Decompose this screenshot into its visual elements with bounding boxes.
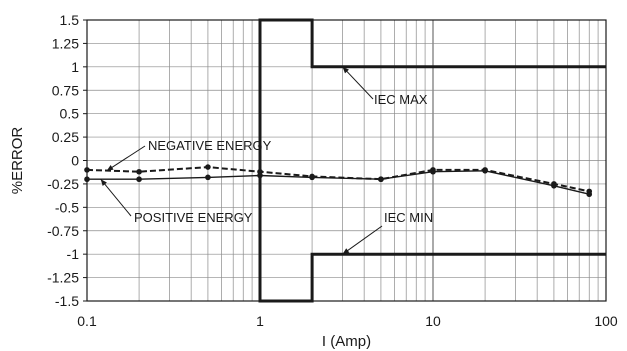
positive-energy-point: [586, 191, 593, 198]
y-tick-label: -1.25: [47, 270, 79, 286]
iec-max-arrowhead: [342, 66, 349, 74]
data-series: [84, 164, 593, 198]
positive-energy-leader: [100, 178, 132, 217]
x-tick-label: 100: [594, 313, 618, 329]
positive-energy-point: [378, 176, 384, 183]
positive-energy-point: [136, 176, 142, 183]
y-tick-labels: 1.5 1.25 1 0.75 0.5 0.25 0 -0.25 -0.5 -0.75 -1 -1.2…: [47, 12, 87, 309]
iec-max-label: IEC MAX: [374, 92, 428, 107]
positive-energy-point: [309, 174, 315, 181]
x-tick-label: 1: [256, 313, 264, 329]
positive-energy-point: [257, 172, 263, 179]
negative-energy-leader: [106, 145, 146, 172]
x-tick-labels: 0.1 1 10 100: [77, 313, 618, 329]
negative-energy-point: [205, 164, 211, 170]
y-tick-label: -1.5: [55, 293, 79, 309]
negative-energy-label: NEGATIVE ENERGY: [148, 138, 272, 153]
y-tick-label: 1.25: [52, 35, 79, 51]
y-tick-label: 1: [71, 59, 79, 75]
grid: [87, 19, 606, 302]
positive-energy-point: [430, 168, 436, 175]
positive-energy-point: [205, 174, 211, 181]
iec-min-label: IEC MIN: [384, 210, 433, 225]
y-tick-label: -0.5: [55, 199, 79, 215]
y-tick-label: 0.25: [52, 129, 79, 145]
positive-energy-line: [87, 170, 590, 195]
x-tick-label: 10: [425, 313, 441, 329]
y-tick-label: -1: [67, 246, 80, 262]
positive-energy-point: [551, 182, 557, 189]
negative-energy-arrowhead: [106, 165, 114, 171]
y-tick-label: 0.75: [52, 82, 79, 98]
positive-energy-label: POSITIVE ENERGY: [134, 210, 253, 225]
positive-energy-point: [482, 168, 488, 174]
negative-energy-line: [86, 166, 590, 193]
iec-max-leader: [342, 66, 374, 100]
y-tick-label: -0.75: [47, 223, 79, 239]
y-tick-label: -0.25: [47, 176, 79, 192]
positive-energy-arrowhead: [100, 179, 107, 186]
x-axis-label: I (Amp): [322, 333, 371, 350]
x-tick-label: 0.1: [77, 313, 97, 329]
y-tick-label: 0.5: [60, 106, 80, 122]
negative-energy-point: [136, 168, 142, 175]
iec-min-leader: [342, 225, 383, 255]
annotations: NEGATIVE ENERGY POSITIVE ENERGY IEC MAX IEC…: [100, 66, 433, 255]
y-axis-label: %ERROR: [9, 127, 26, 195]
y-tick-label: 0: [71, 153, 79, 169]
iec-min-arrowhead: [342, 248, 350, 255]
y-tick-label: 1.5: [60, 12, 80, 28]
